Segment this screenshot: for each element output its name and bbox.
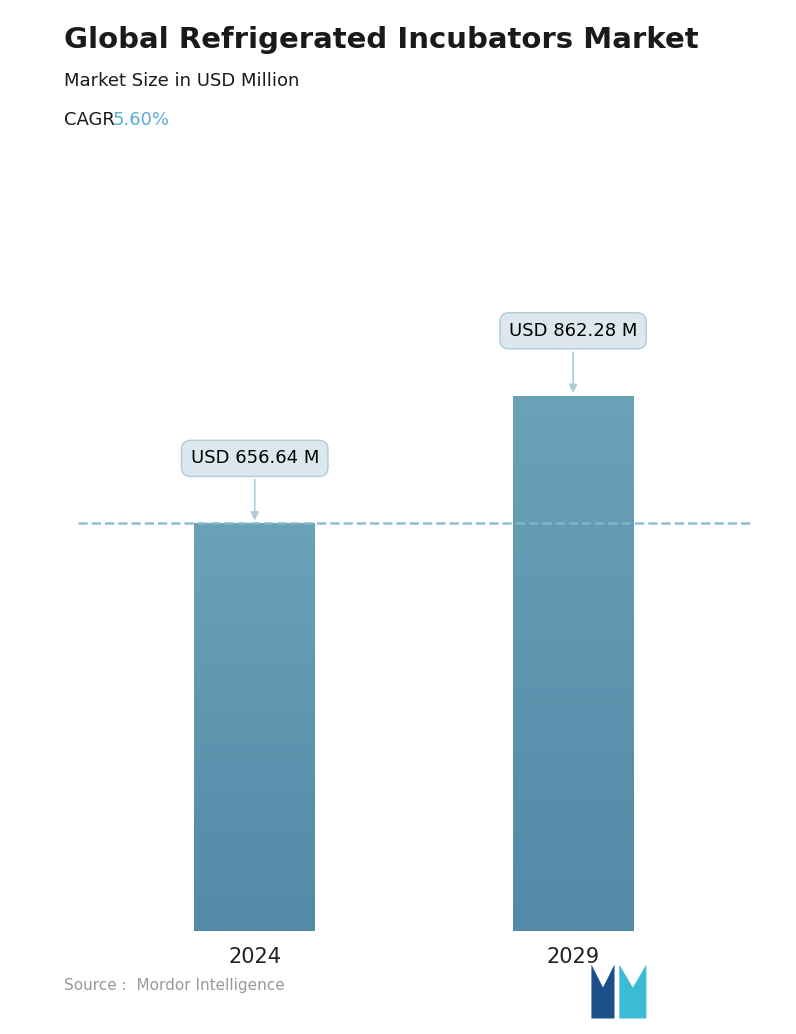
Text: USD 862.28 M: USD 862.28 M [509, 322, 638, 391]
Polygon shape [591, 965, 615, 1018]
Text: CAGR: CAGR [64, 111, 120, 128]
Text: 5.60%: 5.60% [113, 111, 170, 128]
Text: Source :  Mordor Intelligence: Source : Mordor Intelligence [64, 977, 284, 993]
Polygon shape [619, 965, 646, 1018]
Text: USD 656.64 M: USD 656.64 M [190, 450, 319, 519]
Text: Market Size in USD Million: Market Size in USD Million [64, 72, 299, 90]
Text: Global Refrigerated Incubators Market: Global Refrigerated Incubators Market [64, 26, 698, 54]
